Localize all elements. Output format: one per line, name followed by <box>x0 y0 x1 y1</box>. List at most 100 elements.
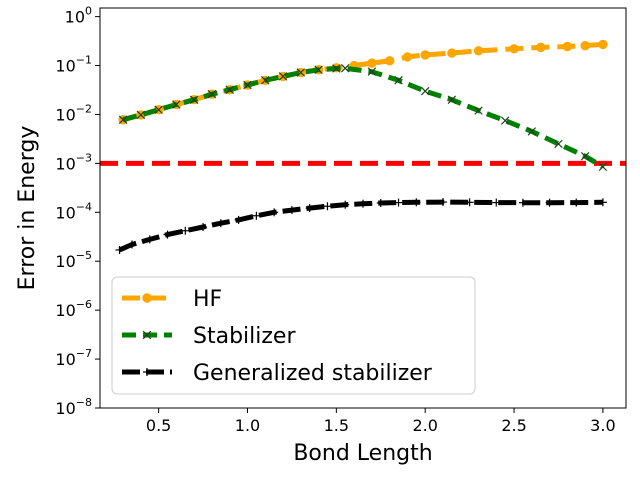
generalized-stabilizer-data-point <box>492 198 501 207</box>
stabilizer-data-point <box>332 64 341 73</box>
generalized-stabilizer-data-point <box>359 199 367 208</box>
y-tick-exponent: −5 <box>76 249 92 262</box>
hf-data-point <box>580 40 590 51</box>
stabilizer-data-point <box>394 76 403 85</box>
generalized-stabilizer-data-point <box>438 198 447 207</box>
generalized-stabilizer-data-point <box>598 198 607 207</box>
generalized-stabilizer-data-point <box>234 215 243 224</box>
hf-data-point <box>367 58 377 68</box>
stabilizer-data-point <box>474 106 483 115</box>
y-tick-exponent: −4 <box>76 200 92 213</box>
x-axis-label: Bond Length <box>293 441 432 466</box>
stabilizer-data-point <box>500 116 510 125</box>
legend-box <box>111 276 476 395</box>
stabilizer-data-point <box>314 65 323 74</box>
y-tick-base: 10 <box>55 105 75 124</box>
y-tick-label: 10−5 <box>55 249 92 271</box>
hf-data-point <box>509 44 519 54</box>
y-tick-exponent: −3 <box>76 151 92 164</box>
generalized-stabilizer-data-point <box>181 226 190 235</box>
hf-data-point <box>536 42 546 53</box>
legend-marker-hf <box>142 293 152 303</box>
y-tick-exponent: −2 <box>76 102 92 115</box>
stabilizer-data-point <box>341 64 350 73</box>
x-tick-label: 0.5 <box>146 416 171 435</box>
stabilizer-data-point <box>136 110 146 120</box>
stabilizer-data-point <box>447 95 457 104</box>
generalized-stabilizer-data-point <box>216 219 225 228</box>
legend-label-generalized-stabilizer: Generalized stabilizer <box>193 361 433 386</box>
y-axis-label: Error in Energy <box>15 126 40 291</box>
y-tick-label: 10−4 <box>55 200 92 222</box>
generalized-stabilizer-data-point <box>199 223 208 232</box>
stabilizer-data-point <box>118 115 128 124</box>
hf-data-point <box>420 50 430 60</box>
x-tick-label: 2.0 <box>412 416 437 435</box>
stabilizer-data-point <box>420 86 430 96</box>
stabilizer-data-point <box>296 68 306 77</box>
stabilizer-data-point <box>554 139 563 149</box>
hf-data-point <box>402 52 413 62</box>
generalized-stabilizer-data-point <box>341 200 350 209</box>
y-tick-exponent: −7 <box>76 347 92 360</box>
y-tick-label: 10−8 <box>55 396 92 418</box>
generalized-stabilizer-data-point <box>412 198 421 207</box>
generalized-stabilizer-data-point <box>518 198 527 207</box>
stabilizer-data-point <box>243 80 252 90</box>
stabilizer-data-point <box>172 100 181 109</box>
generalized-stabilizer-data-point <box>270 208 279 217</box>
stabilizer-data-point <box>207 89 217 99</box>
x-tick-label: 1.0 <box>235 416 260 435</box>
stabilizer-data-point <box>598 162 608 172</box>
hf-data-point <box>562 41 573 52</box>
y-tick-exponent: −1 <box>76 54 92 67</box>
y-tick-exponent: −6 <box>76 298 92 311</box>
legend-label-hf: HF <box>193 287 222 312</box>
y-tick-base: 10 <box>65 8 85 27</box>
legend: HF Stabilizer Generalized stabilizer <box>111 276 476 395</box>
y-tick-base: 10 <box>55 203 75 222</box>
generalized-stabilizer-data-point <box>394 198 403 207</box>
x-tick-label: 2.5 <box>501 416 526 435</box>
y-tick-label: 100 <box>65 5 92 27</box>
y-tick-label: 10−1 <box>55 54 92 76</box>
y-tick-base: 10 <box>55 399 75 418</box>
stabilizer-data-point <box>225 85 234 94</box>
axes-frame <box>99 7 627 409</box>
generalized-stabilizer-data-point <box>115 245 124 254</box>
y-tick-base: 10 <box>55 301 75 320</box>
y-tick-exponent: −8 <box>76 396 92 409</box>
generalized-stabilizer-data-point <box>287 206 296 215</box>
hf-data-point <box>598 39 608 50</box>
generalized-stabilizer-data-point <box>545 198 554 207</box>
stabilizer-series-line <box>122 65 605 169</box>
generalized-stabilizer-data-point <box>465 198 474 207</box>
generalized-stabilizer-data-point <box>376 198 385 207</box>
y-tick-base: 10 <box>55 57 75 76</box>
legend-marker-stabilizer <box>142 330 152 340</box>
stabilizer-data-point <box>278 72 288 81</box>
y-tick-label: 10−2 <box>55 102 92 124</box>
legend-marker-generalized-stabilizer <box>143 368 151 376</box>
axis-ticks: 0.5 1.0 1.5 2.0 2.5 3.010010−110−210−310−410−… <box>55 5 615 435</box>
stabilizer-data-point <box>527 127 537 136</box>
generalized-stabilizer-data-point <box>163 230 172 239</box>
hf-data-point <box>384 56 395 66</box>
x-tick-label: 1.5 <box>324 416 349 435</box>
hf-data-point <box>447 48 457 58</box>
generalized-stabilizer-data-point <box>323 202 332 211</box>
generalized-stabilizer-data-point <box>305 204 314 213</box>
stabilizer-data-point <box>261 76 270 85</box>
stabilizer-data-point <box>154 105 163 114</box>
stabilizer-data-point <box>367 67 377 76</box>
y-tick-label: 10−7 <box>55 347 92 369</box>
generalized-stabilizer-data-point <box>252 211 261 220</box>
y-tick-base: 10 <box>55 350 75 369</box>
y-tick-label: 10−3 <box>55 151 92 173</box>
y-tick-exponent: 0 <box>85 5 92 18</box>
y-tick-base: 10 <box>55 154 75 173</box>
generalized-stabilizer-data-point <box>572 198 581 207</box>
generalized-stabilizer-data-point <box>127 240 136 249</box>
